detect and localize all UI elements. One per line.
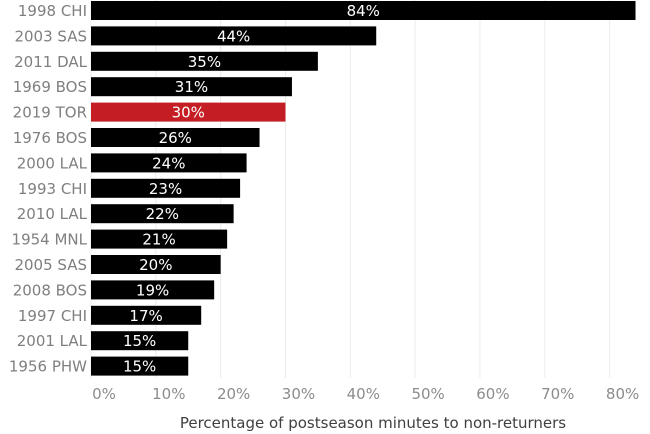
category-label: 2011 DAL xyxy=(14,53,87,71)
category-label: 1956 PHW xyxy=(9,358,87,376)
bar-2005-sas xyxy=(91,255,221,274)
x-tick-label: 10% xyxy=(152,385,185,403)
category-label: 2005 SAS xyxy=(14,256,87,274)
bar-value-label: 31% xyxy=(175,78,208,96)
bar-value-label: 17% xyxy=(129,307,162,325)
bar-value-label: 15% xyxy=(123,332,156,350)
bar-2003-sas xyxy=(91,26,377,46)
bar-1998-chi xyxy=(91,1,636,20)
bar-value-label: 26% xyxy=(159,129,192,147)
category-label: 1969 BOS xyxy=(13,78,87,96)
bar-2010-lal xyxy=(91,204,234,224)
bar-value-label: 23% xyxy=(149,180,182,198)
bar-value-label: 84% xyxy=(347,2,380,20)
bar-1976-bos xyxy=(91,128,260,147)
bar-value-label: 20% xyxy=(139,256,172,274)
bar-value-label: 15% xyxy=(123,358,156,376)
x-tick-label: 60% xyxy=(476,385,509,403)
bar-1969-bos xyxy=(91,77,292,97)
x-tick-label: 80% xyxy=(606,385,639,403)
bar-value-label: 35% xyxy=(188,53,221,71)
category-label: 2008 BOS xyxy=(13,281,87,299)
bar-2008-bos xyxy=(91,280,215,300)
category-label: 2001 LAL xyxy=(17,332,88,350)
x-tick-label: 20% xyxy=(217,385,250,403)
bar-2000-lal xyxy=(91,153,247,173)
category-label: 1976 BOS xyxy=(13,129,87,147)
bar-1954-mnl xyxy=(91,229,228,249)
category-label: 2010 LAL xyxy=(17,205,88,223)
bar-1997-chi xyxy=(91,305,202,325)
bar-value-label: 24% xyxy=(152,154,185,172)
category-label: 1954 MNL xyxy=(12,231,88,249)
category-label: 1993 CHI xyxy=(18,180,87,198)
bar-2019-tor xyxy=(91,102,286,122)
x-tick-label: 70% xyxy=(541,385,574,403)
bar-value-label: 44% xyxy=(217,27,250,45)
bar-value-label: 19% xyxy=(136,281,169,299)
x-axis-title: Percentage of postseason minutes to non-… xyxy=(180,414,566,432)
category-label: 2003 SAS xyxy=(14,27,87,45)
category-label: 1998 CHI xyxy=(18,2,87,20)
x-tick-label: 0% xyxy=(92,385,116,403)
bar-value-label: 30% xyxy=(172,104,205,122)
category-label: 2019 TOR xyxy=(13,104,87,122)
bars: 84% 44% 35% 31% 30% 26% 24% 23% 22% 21% 20% 19% 17% 1… xyxy=(91,1,636,376)
bar-value-label: 22% xyxy=(146,205,179,223)
bar-2011-dal xyxy=(91,51,318,71)
bar-1956-phw xyxy=(91,356,189,376)
x-axis-ticks: 0% 10% 20% 30% 40% 50% 60% 70% 80% xyxy=(92,385,639,403)
bar-2001-lal xyxy=(91,331,189,351)
category-label: 2000 LAL xyxy=(17,154,88,172)
x-tick-label: 30% xyxy=(282,385,315,403)
bar-1993-chi xyxy=(91,178,241,198)
x-tick-label: 50% xyxy=(411,385,444,403)
x-tick-label: 40% xyxy=(347,385,380,403)
category-label: 1997 CHI xyxy=(18,307,87,325)
category-labels: 1998 CHI 2003 SAS 2011 DAL 1969 BOS 2019 TOR… xyxy=(9,2,88,376)
bar-value-label: 21% xyxy=(142,231,175,249)
